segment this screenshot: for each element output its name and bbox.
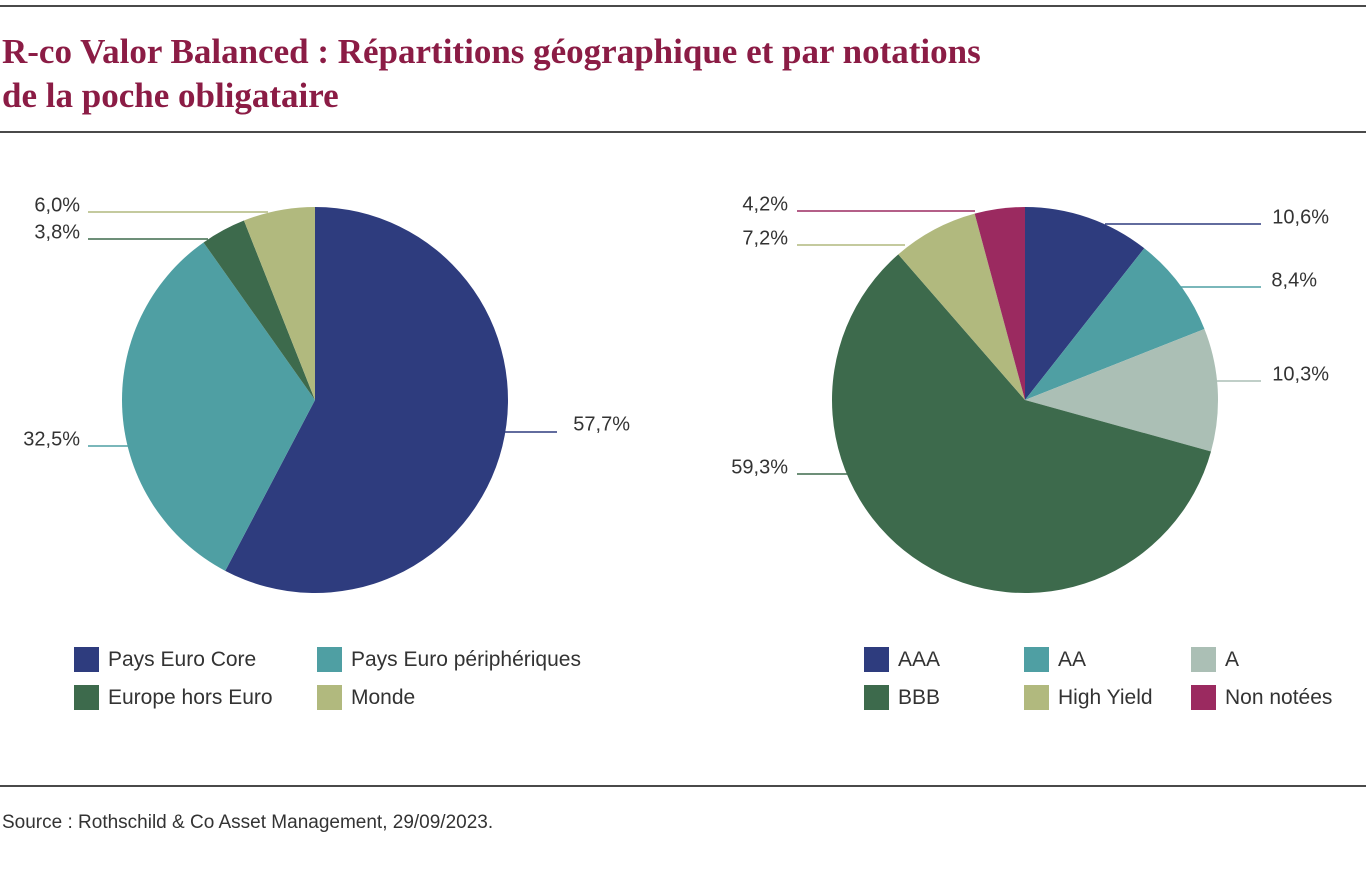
legend-label: A [1225,647,1240,671]
source-note: Source : Rothschild & Co Asset Managemen… [2,812,494,833]
legend-swatch [1191,647,1216,672]
legend-item-high-yield: High Yield [1024,685,1153,710]
legend-item-aaa: AAA [864,647,940,672]
pie-slice-non-notees [974,207,1025,400]
legend-swatch [317,685,342,710]
legend-label: Non notées [1225,685,1333,709]
legend-label: AA [1058,647,1087,671]
title-line-1: R-co Valor Balanced : Répartitions géogr… [2,32,981,71]
page-title: R-co Valor Balanced : Répartitions géogr… [2,30,1242,118]
legend-swatch [317,647,342,672]
value-label-pays-euro-peripheriques: 32,5% [23,428,80,450]
value-label-high-yield: 7,2% [742,227,788,249]
pie-slice-a [1025,328,1219,452]
legend-swatch [1191,685,1216,710]
pie-slice-pays-euro-core [225,207,509,594]
legend-swatch [864,685,889,710]
legend-label: Monde [351,685,416,709]
top-rule [0,5,1366,7]
legend-label: Europe hors Euro [108,685,273,709]
value-label-bbb: 59,3% [731,456,788,478]
legend-item-aa: AA [1024,647,1086,672]
header-rule [0,131,1366,133]
legend-item-a: A [1191,647,1239,672]
legend-item-bbb: BBB [864,685,940,710]
legend-label: High Yield [1058,685,1153,709]
legend-label: Pays Euro périphériques [351,647,581,671]
pie-slice-bbb [832,254,1211,594]
pie-slice-europe-hors-euro [203,220,315,400]
legend-swatch [74,685,99,710]
legend-label: BBB [898,685,941,709]
pie-charts: 57,7% 32,5% 3,8% 6,0% 10,6% 8,4% 10,3% 59,3% 7,2… [23,193,1329,594]
legend-item-pays-euro-core: Pays Euro Core [74,647,256,672]
value-label-europe-hors-euro: 3,8% [34,221,80,243]
value-label-pays-euro-core: 57,7% [573,413,630,435]
bottom-rule [0,785,1366,787]
pie-slice-aaa [1025,207,1145,400]
legend-item-europe-hors-euro: Europe hors Euro [74,685,273,710]
legend-item-pays-euro-peripheriques: Pays Euro périphériques [317,647,581,672]
value-label-monde: 6,0% [34,194,80,216]
legend-swatch [864,647,889,672]
legend-swatch [74,647,99,672]
pie-slice-pays-euro-peripheriques [122,242,316,571]
title-line-2: de la poche obligataire [2,76,339,115]
legend-label: AAA [898,647,941,671]
pie-slice-aa [1025,248,1205,400]
value-label-non-notees: 4,2% [742,193,788,215]
pie-slice-monde [243,206,315,400]
legend-item-monde: Monde [317,685,415,710]
pie-slice-high-yield [898,213,1025,400]
value-label-aaa: 10,6% [1272,206,1329,228]
legend-label: Pays Euro Core [108,647,257,671]
legend-swatch [1024,647,1049,672]
legend-item-non-notees: Non notées [1191,685,1332,710]
legend-swatch [1024,685,1049,710]
value-label-aa: 8,4% [1271,269,1317,291]
value-label-a: 10,3% [1272,363,1329,385]
